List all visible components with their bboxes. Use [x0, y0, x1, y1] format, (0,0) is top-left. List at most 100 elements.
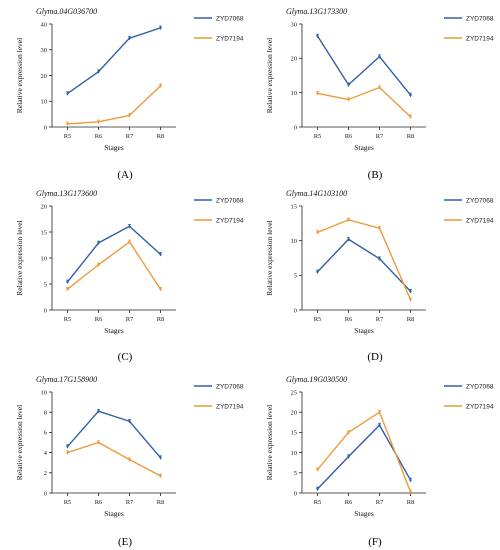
x-tick-label: R7 — [126, 316, 134, 323]
x-tick-label: R6 — [345, 499, 353, 506]
y-tick-label: 0 — [44, 490, 47, 497]
chart-panel-c: Glyma.13G173600 0 5 10 15 20 R5 R6 R7 R8 Stages Rel… — [15, 189, 244, 363]
x-tick-label: R7 — [376, 316, 384, 323]
data-point-zyd7194 — [66, 122, 69, 126]
data-point-zyd7194 — [128, 240, 131, 244]
x-tick-label: R7 — [126, 133, 134, 140]
data-point-zyd7068 — [347, 455, 350, 458]
x-tick-label: R7 — [376, 133, 384, 140]
y-tick-label: 2 — [44, 470, 47, 477]
legend-label-zyd7068: ZYD7068 — [466, 197, 494, 204]
x-tick-label: R8 — [157, 316, 165, 323]
data-point-zyd7194 — [378, 86, 381, 89]
data-point-zyd7068 — [409, 290, 412, 293]
y-tick-label: 0 — [44, 307, 47, 314]
series-line-zyd7068 — [67, 27, 161, 95]
chart-panel-f: Glyma.19G030500 0 5 10 15 20 25 R5 R6 R7 R8 Stages R… — [265, 375, 494, 548]
data-point-zyd7194 — [97, 263, 100, 266]
data-point-zyd7194 — [66, 451, 69, 454]
y-tick-label: 5 — [294, 470, 297, 477]
x-axis-label: Stages — [104, 143, 124, 152]
legend-label-zyd7194: ZYD7194 — [466, 403, 494, 410]
y-tick-label: 5 — [294, 273, 297, 280]
x-tick-label: R7 — [376, 499, 384, 506]
x-tick-label: R6 — [95, 316, 103, 323]
y-tick-label: 8 — [44, 410, 47, 417]
y-tick-label: 10 — [41, 389, 48, 396]
data-point-zyd7194 — [316, 231, 319, 234]
chart-title: Glyma.14G103100 — [286, 189, 347, 198]
y-axis-label: Relative expression level — [265, 38, 274, 113]
panel-label: (D) — [367, 351, 383, 363]
data-point-zyd7194 — [409, 490, 412, 493]
y-tick-label: 15 — [41, 229, 48, 236]
y-tick-label: 30 — [41, 47, 48, 54]
chart-title: Glyma.19G030500 — [286, 375, 347, 384]
x-tick-label: R5 — [64, 316, 72, 323]
chart-panel-b: Glyma.13G173300 0 10 20 30 R5 R6 R7 R8 Stages Rela… — [265, 7, 494, 181]
x-tick-label: R5 — [314, 499, 322, 506]
x-tick-label: R6 — [345, 316, 353, 323]
data-point-zyd7068 — [97, 241, 100, 245]
x-tick-label: R8 — [407, 499, 415, 506]
y-tick-label: 0 — [294, 490, 297, 497]
x-tick-label: R5 — [64, 499, 72, 506]
data-point-zyd7068 — [316, 34, 319, 38]
data-point-zyd7194 — [347, 431, 350, 434]
x-tick-label: R6 — [345, 133, 353, 140]
x-axis-label: Stages — [104, 509, 124, 518]
data-point-zyd7068 — [316, 487, 319, 491]
data-point-zyd7194 — [97, 441, 100, 444]
x-tick-label: R8 — [157, 499, 165, 506]
x-axis-label: Stages — [104, 326, 124, 335]
panel-label: (A) — [117, 169, 133, 181]
y-tick-label: 20 — [291, 56, 298, 63]
y-tick-label: 0 — [294, 307, 297, 314]
data-point-zyd7068 — [128, 36, 131, 40]
data-point-zyd7194 — [128, 458, 131, 461]
legend-label-zyd7068: ZYD7068 — [216, 383, 244, 390]
legend-label-zyd7068: ZYD7068 — [466, 383, 494, 390]
legend-label-zyd7068: ZYD7068 — [216, 197, 244, 204]
y-tick-label: 5 — [44, 281, 47, 288]
y-tick-label: 20 — [41, 203, 48, 210]
y-tick-label: 10 — [41, 99, 48, 106]
y-tick-label: 4 — [44, 450, 48, 457]
y-tick-label: 15 — [291, 203, 298, 210]
legend-label-zyd7194: ZYD7194 — [466, 35, 494, 42]
data-point-zyd7194 — [97, 120, 100, 124]
data-point-zyd7068 — [378, 423, 381, 427]
panel-label: (C) — [118, 351, 133, 363]
y-tick-label: 30 — [291, 21, 298, 28]
chart-panel-a: Glyma.04G036700 0 10 20 30 40 R5 R6 R7 R8 Stages Re… — [15, 7, 244, 181]
series-line-zyd7194 — [317, 219, 412, 300]
data-point-zyd7194 — [128, 114, 131, 117]
data-point-zyd7068 — [316, 270, 319, 274]
y-axis-label: Relative expression level — [265, 220, 274, 295]
y-axis-label: Relative expression level — [265, 405, 274, 480]
data-point-zyd7068 — [347, 83, 350, 86]
panel-label: (F) — [368, 536, 382, 548]
series-line-zyd7194 — [67, 85, 161, 125]
chart-panel-e: Glyma.17G158900 0 2 4 6 8 10 R5 R6 R7 R8 Stages Rela… — [15, 375, 244, 548]
data-point-zyd7194 — [316, 468, 319, 471]
y-tick-label: 20 — [41, 73, 48, 80]
y-tick-label: 40 — [41, 21, 48, 28]
x-axis-label: Stages — [354, 509, 374, 518]
data-point-zyd7194 — [347, 98, 350, 101]
chart-title: Glyma.17G158900 — [36, 375, 97, 384]
series-line-zyd7068 — [66, 410, 162, 459]
panel-label: (E) — [118, 536, 132, 548]
y-tick-label: 10 — [291, 450, 298, 457]
x-tick-label: R5 — [314, 316, 322, 323]
data-point-zyd7068 — [159, 253, 162, 256]
x-tick-label: R7 — [126, 499, 134, 506]
y-tick-label: 25 — [291, 389, 298, 396]
data-point-zyd7194 — [159, 288, 162, 291]
x-tick-label: R8 — [407, 316, 415, 323]
series-line-zyd7194 — [316, 411, 412, 493]
data-point-zyd7194 — [159, 474, 162, 478]
chart-title: Glyma.04G036700 — [36, 7, 97, 16]
data-point-zyd7068 — [128, 225, 131, 228]
x-tick-label: R5 — [64, 133, 72, 140]
